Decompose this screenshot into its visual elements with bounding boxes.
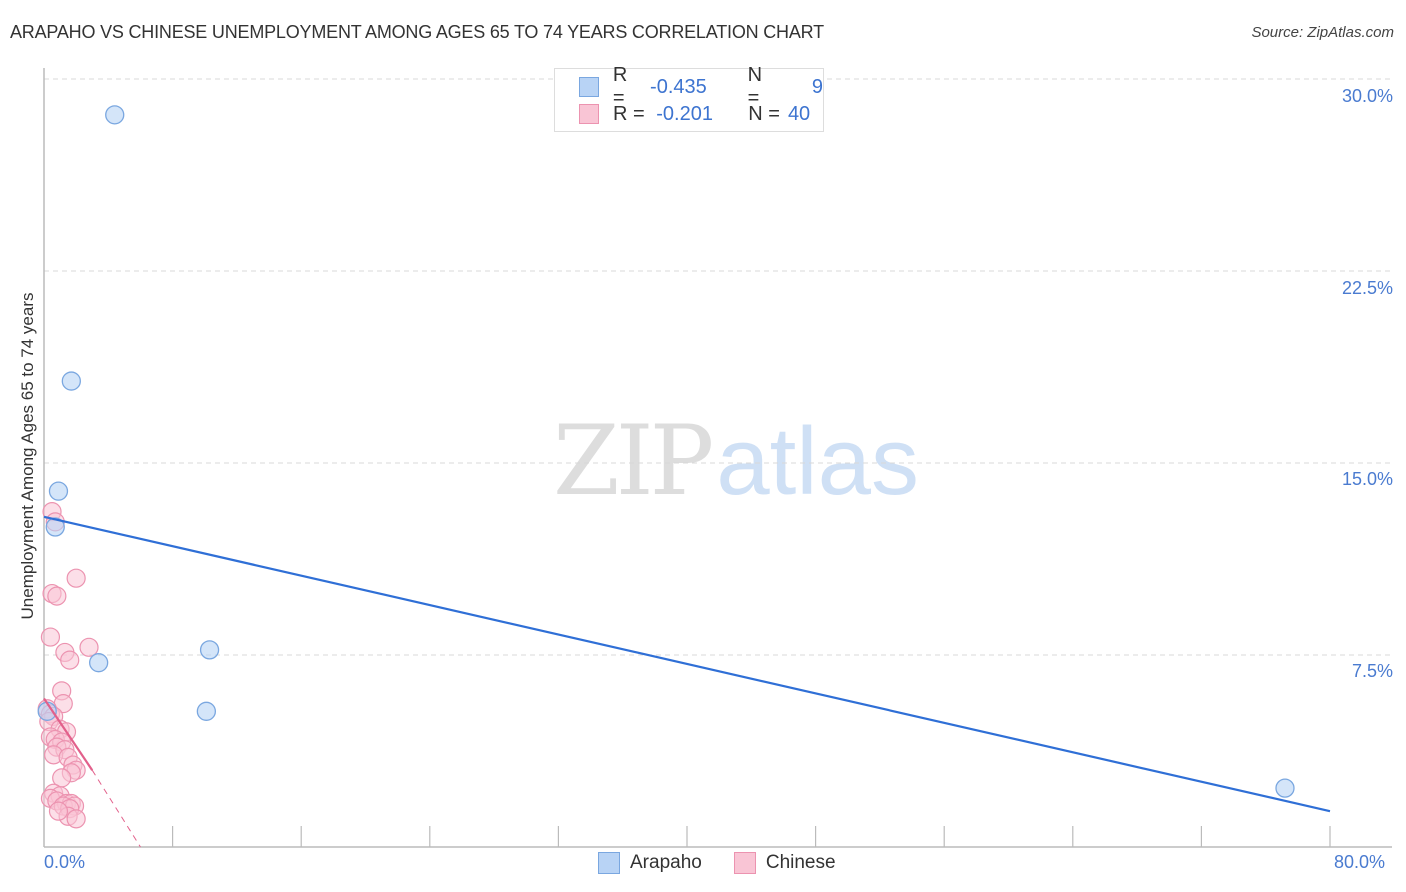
arapaho-points — [37, 105, 1295, 798]
correlation-legend: R = -0.435 N = 9 R = -0.201 N = 40 — [554, 64, 824, 132]
n-value: 9 — [811, 75, 824, 98]
chinese-swatch — [579, 104, 599, 124]
arapaho-swatch — [598, 852, 620, 874]
legend-row-arapaho: R = -0.435 N = 9 — [579, 64, 824, 109]
legend-label: Chinese — [765, 852, 836, 873]
legend-item-chinese[interactable]: Chinese — [733, 852, 836, 874]
n-value: 40 — [787, 102, 811, 125]
chinese-points — [37, 502, 99, 829]
legend-item-arapaho[interactable]: Arapaho — [598, 852, 702, 874]
y-tick-7-5: 7.5% — [1351, 661, 1393, 681]
chinese-swatch — [733, 852, 756, 874]
arapaho-swatch — [579, 77, 599, 97]
legend-row-chinese: R = -0.201 N = 40 — [579, 102, 810, 126]
n-label: N = — [747, 64, 763, 109]
trendlines — [43, 515, 1331, 848]
chart-title: ARAPAHO VS CHINESE UNEMPLOYMENT AMONG AG… — [10, 22, 824, 42]
source-label: Source: ZipAtlas.com — [1251, 24, 1394, 41]
y-tick-22-5: 22.5% — [1341, 278, 1393, 298]
x-tick-80: 80.0% — [1334, 852, 1386, 872]
series-legend: Arapaho Chinese — [598, 852, 868, 874]
legend-label: Arapaho — [630, 852, 702, 873]
y-tick-15: 15.0% — [1341, 469, 1393, 489]
x-tick-0: 0.0% — [44, 852, 86, 872]
axes — [43, 68, 1392, 848]
r-value: -0.201 — [656, 102, 713, 125]
r-label: R = — [612, 64, 628, 109]
gridlines — [44, 78, 1392, 656]
y-axis-label: Unemployment Among Ages 65 to 74 years — [18, 292, 37, 620]
r-label: R = — [613, 102, 645, 125]
r-value: -0.435 — [650, 75, 707, 98]
y-tick-30: 30.0% — [1341, 86, 1393, 106]
n-label: N = — [748, 102, 780, 125]
